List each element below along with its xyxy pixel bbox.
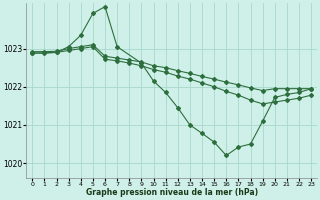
X-axis label: Graphe pression niveau de la mer (hPa): Graphe pression niveau de la mer (hPa) bbox=[86, 188, 258, 197]
